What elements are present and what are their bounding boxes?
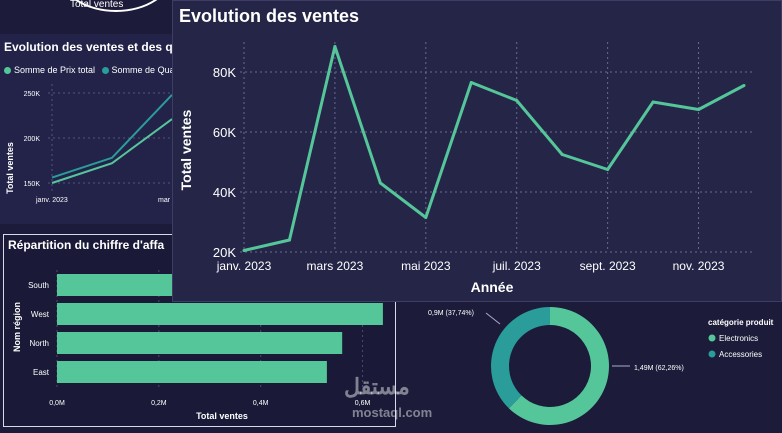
- data-point: [378, 181, 382, 185]
- legend-dot-2: [101, 67, 109, 75]
- legend-dot: [708, 334, 716, 342]
- series-line: [243, 45, 745, 252]
- data-point: [742, 84, 746, 87]
- x-tick-label: sept. 2023: [580, 259, 636, 273]
- donut-slice: [508, 307, 609, 425]
- x-tick-label: mai 2023: [401, 259, 451, 273]
- data-point: [333, 45, 337, 48]
- y-tick-label: 150K: [24, 181, 41, 188]
- kpi-label: Total ventes: [70, 0, 124, 10]
- y-axis-label: Nom région: [12, 302, 22, 352]
- legend-item: Electronics: [719, 334, 758, 343]
- y-tick-label: 20K: [213, 245, 236, 260]
- x-tick-label: janv. 2023: [216, 259, 272, 273]
- y-tick-label: 40K: [213, 185, 236, 200]
- x-tick-label: juil. 2023: [492, 259, 541, 273]
- y-tick-label: 80K: [213, 65, 236, 80]
- data-label: 0,9M (37,74%): [428, 310, 474, 317]
- x-tick-label: nov. 2023: [673, 259, 725, 273]
- x-axis-label: Total ventes: [196, 411, 248, 421]
- y-axis-label: Total ventes: [5, 142, 15, 194]
- legend-item: Accessories: [719, 350, 762, 359]
- watermark-logo: مستقل: [344, 374, 410, 399]
- data-label: 1,49M (62,26%): [634, 365, 684, 372]
- y-tick-label: 60K: [213, 125, 236, 140]
- bar-chart-panel: Répartition du chiffre d'affa 0,0M 0,2M 0,…: [3, 234, 396, 427]
- data-point: [469, 81, 473, 84]
- secondary-line-chart-panel: Evolution des ventes et des q Somme de P…: [0, 34, 180, 224]
- legend-dot: [708, 350, 716, 358]
- main-chart-title: Evolution des ventes: [179, 6, 360, 26]
- bar-chart: 0,0M 0,2M 0,4M 0,6M South West North East Total …: [12, 270, 383, 421]
- data-point: [424, 216, 428, 219]
- category-label: East: [33, 368, 50, 377]
- x-tick-label: 0,4M: [253, 400, 269, 407]
- bar-chart-title: Répartition du chiffre d'affa: [8, 238, 165, 252]
- bar: [57, 332, 343, 354]
- donut-chart: 1,49M (62,26%) 0,9M (37,74%) catégorie pro…: [428, 307, 774, 425]
- leader-line: [485, 312, 501, 325]
- donut-slice: [491, 307, 550, 409]
- bar: [57, 361, 327, 383]
- category-label: West: [31, 310, 50, 319]
- data-point: [515, 99, 519, 102]
- data-point: [606, 168, 610, 171]
- main-line-chart-panel[interactable]: Evolution des ventes 20K 40K 60K 80K janv. 2…: [172, 0, 782, 302]
- main-line-chart: 20K 40K 60K 80K janv. 2023 mars 2023 mai 2023 j…: [178, 42, 752, 295]
- data-point: [560, 153, 564, 156]
- legend-item-1: Somme de Prix total: [14, 65, 96, 75]
- secondary-chart-title: Evolution des ventes et des q: [4, 40, 172, 54]
- y-tick-label: 200K: [24, 136, 41, 143]
- x-tick-label: mars 2023: [307, 259, 364, 273]
- secondary-legend: Somme de Prix total Somme de Quan: [4, 65, 180, 75]
- category-label: North: [29, 339, 49, 348]
- x-tick-label: 0,6M: [355, 400, 371, 407]
- bar: [57, 274, 195, 296]
- data-point: [242, 249, 246, 252]
- watermark-url: mostaql.com: [352, 405, 433, 420]
- bar: [57, 303, 383, 325]
- legend-dot-1: [4, 67, 11, 75]
- legend-title: catégorie produit: [708, 318, 774, 327]
- data-point: [651, 100, 655, 104]
- x-tick-label: janv. 2023: [35, 197, 68, 204]
- y-axis-label: Total ventes: [178, 109, 194, 190]
- series-line: [51, 118, 173, 184]
- secondary-line-chart: 150K 200K 250K janv. 2023 mar Total ventes: [5, 84, 175, 204]
- x-tick-label: 0,0M: [49, 400, 65, 407]
- x-axis-label: Année: [471, 279, 514, 295]
- series-line: [51, 94, 173, 179]
- legend-item-2: Somme de Quan: [111, 65, 180, 75]
- data-point: [287, 238, 291, 242]
- y-tick-label: 250K: [24, 91, 41, 98]
- x-tick-label: 0,2M: [151, 400, 167, 407]
- data-point: [697, 108, 701, 111]
- category-label: South: [28, 281, 49, 290]
- x-tick-label: mar: [158, 197, 171, 204]
- donut-chart-panel: 1,49M (62,26%) 0,9M (37,74%) catégorie pro…: [398, 300, 782, 433]
